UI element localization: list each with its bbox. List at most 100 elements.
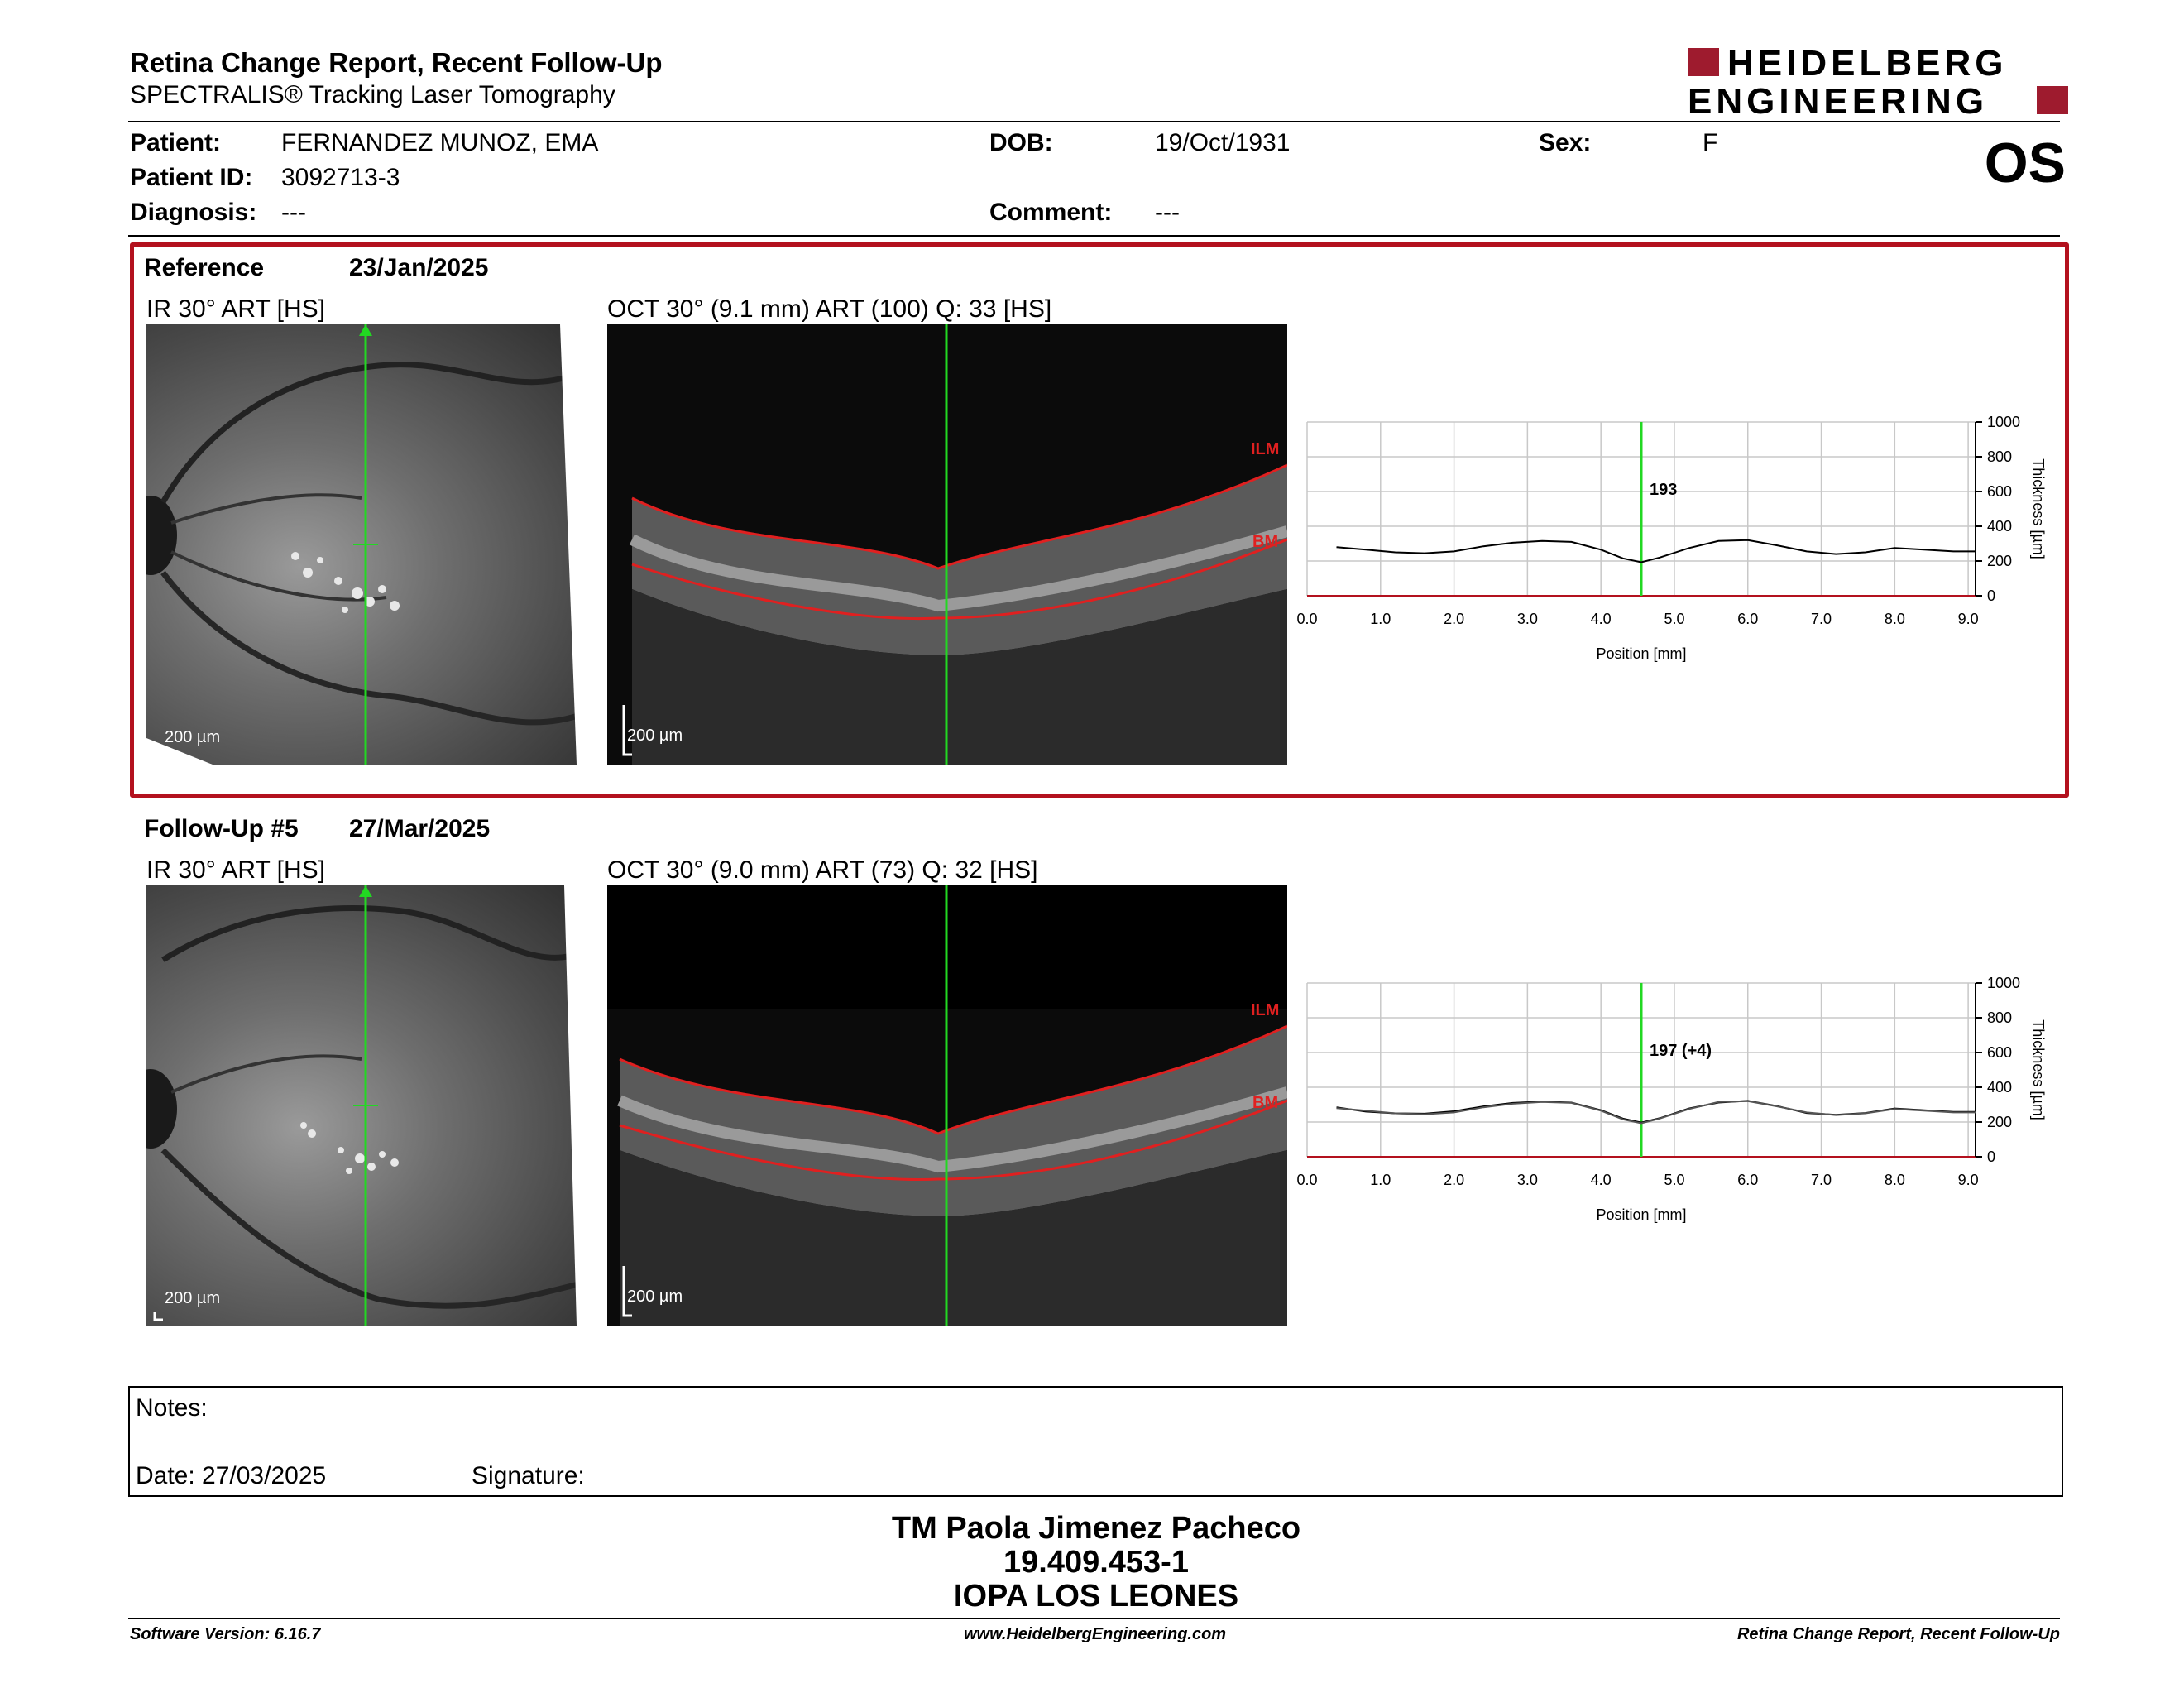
patient-id: 3092713-3 <box>281 164 400 191</box>
y-tick-label: 1000 <box>1987 414 2020 430</box>
x-axis-label: Position [mm] <box>1596 645 1686 662</box>
followup-ir-title: IR 30° ART [HS] <box>146 856 325 884</box>
x-tick-label: 8.0 <box>1885 1172 1905 1188</box>
vessel-branch <box>170 1054 362 1094</box>
x-tick-label: 0.0 <box>1296 1172 1317 1188</box>
thickness-profile-line <box>1336 539 1976 563</box>
bm-label: BM <box>1252 533 1279 551</box>
x-tick-label: 9.0 <box>1958 611 1979 627</box>
x-axis-label: Position [mm] <box>1596 1206 1686 1223</box>
signatory-org: IOPA LOS LEONES <box>953 1579 1239 1614</box>
y-tick-label: 800 <box>1987 448 2012 465</box>
x-tick-label: 4.0 <box>1591 611 1612 627</box>
logo-line1: HEIDELBERG <box>1727 43 2008 84</box>
notes-label: Notes: <box>136 1394 208 1422</box>
signature-label: Signature: <box>472 1462 585 1489</box>
y-tick-label: 200 <box>1987 1114 2012 1130</box>
footer-rule <box>128 1618 2060 1619</box>
rpe-band <box>617 1086 1287 1173</box>
x-tick-label: 7.0 <box>1811 1172 1832 1188</box>
optic-disc <box>146 496 177 575</box>
scale-bar-icon <box>622 1266 632 1317</box>
x-tick-label: 6.0 <box>1737 611 1758 627</box>
dob-label: DOB: <box>989 129 1053 156</box>
patient-id-label: Patient ID: <box>130 164 253 191</box>
y-axis-label: Thickness [µm] <box>2030 458 2047 559</box>
x-tick-label: 0.0 <box>1296 611 1317 627</box>
y-tick-label: 200 <box>1987 553 2012 569</box>
logo-square-bottom <box>2037 86 2068 114</box>
reference-fundus-vessels <box>146 324 585 765</box>
vessel-inferior <box>160 570 585 726</box>
ilm-label: ILM <box>1251 1001 1280 1019</box>
reference-oct-bscan <box>622 324 1287 765</box>
followup-oct-title: OCT 30° (9.0 mm) ART (73) Q: 32 [HS] <box>607 856 1038 884</box>
footer-report-name: Retina Change Report, Recent Follow-Up <box>1736 1625 2060 1643</box>
x-tick-label: 1.0 <box>1370 611 1391 627</box>
ilm-boundary <box>631 463 1287 570</box>
notes-box: Notes: Date: 27/03/2025 Signature: <box>128 1386 2063 1497</box>
retina-layers <box>620 1026 1287 1216</box>
followup-thickness-chart: 0.0 1.0 2.0 3.0 4.0 5.0 6.0 7.0 8.0 9.0 0 200 400 600… <box>1296 975 2047 1223</box>
x-tick-label: 6.0 <box>1737 1172 1758 1188</box>
report-title: Retina Change Report, Recent Follow-Up <box>130 47 663 78</box>
ilm-boundary <box>619 1024 1287 1135</box>
vessel-superior <box>160 362 578 504</box>
retina-layers <box>632 465 1287 655</box>
reference-ir-image: 200 µm <box>146 324 585 765</box>
reference-oct-title: OCT 30° (9.1 mm) ART (100) Q: 33 [HS] <box>607 295 1052 323</box>
bm-label: BM <box>1252 1094 1279 1112</box>
diagnosis-label: Diagnosis: <box>130 199 257 226</box>
diagnosis-value: --- <box>281 199 306 226</box>
info-rule <box>128 235 2060 237</box>
choroid <box>620 1150 1287 1326</box>
thickness-value-label: 197 (+4) <box>1650 1042 1712 1060</box>
footer-website[interactable]: www.HeidelbergEngineering.com <box>964 1625 1227 1643</box>
scale-bar-icon <box>622 705 632 756</box>
sex-label: Sex: <box>1539 129 1592 156</box>
report-subtitle: SPECTRALIS® Tracking Laser Tomography <box>130 81 615 108</box>
comment-value: --- <box>1155 199 1180 226</box>
followup-oct-scale: 200 µm <box>627 1288 683 1306</box>
y-tick-label: 0 <box>1987 1149 1995 1165</box>
bm-boundary <box>631 538 1287 620</box>
y-tick-label: 800 <box>1987 1009 2012 1026</box>
vessel-branch <box>170 550 387 602</box>
header-rule <box>128 121 2060 122</box>
ilm-label: ILM <box>1251 440 1280 458</box>
scan-arrow-icon <box>359 885 372 897</box>
image-corner <box>560 324 585 765</box>
vessel-superior <box>161 905 585 962</box>
y-tick-label: 400 <box>1987 518 2012 535</box>
signatory-name: TM Paola Jimenez Pacheco <box>891 1511 1301 1546</box>
patient-name-label: Patient: <box>130 129 222 156</box>
scale-bar-icon <box>153 750 163 760</box>
thickness-value-label: 193 <box>1650 481 1677 499</box>
reference-date: 23/Jan/2025 <box>349 254 489 281</box>
x-tick-label: 5.0 <box>1664 1172 1684 1188</box>
heidelberg-logo: HEIDELBERG ENGINEERING <box>1688 46 2068 120</box>
y-tick-label: 0 <box>1987 587 1995 604</box>
drusen-cluster <box>291 552 400 613</box>
scan-arrow-icon <box>359 324 372 336</box>
x-tick-label: 5.0 <box>1664 611 1684 627</box>
dob-value: 19/Oct/1931 <box>1155 129 1291 156</box>
footer-software: Software Version: 6.16.7 <box>130 1625 321 1643</box>
eye-label: OS <box>1984 132 2066 194</box>
followup-label: Follow-Up #5 <box>144 815 299 842</box>
followup-oct-bscan <box>607 885 1287 1326</box>
y-tick-label: 1000 <box>1987 975 2020 991</box>
x-tick-label: 8.0 <box>1885 611 1905 627</box>
patient-name: FERNANDEZ MUNOZ, EMA <box>281 129 599 156</box>
logo-line2: ENGINEERING <box>1688 81 1989 122</box>
image-corner <box>564 885 585 1326</box>
followup-ir-image: 200 µm <box>146 885 585 1326</box>
x-tick-label: 1.0 <box>1370 1172 1391 1188</box>
sex-value: F <box>1703 129 1718 156</box>
reference-thickness-chart: 0.0 1.0 2.0 3.0 4.0 5.0 6.0 7.0 8.0 9.0 0 200 400 600… <box>1296 414 2047 662</box>
bm-boundary <box>619 1099 1287 1181</box>
y-tick-label: 600 <box>1987 1044 2012 1061</box>
x-tick-label: 7.0 <box>1811 611 1832 627</box>
reference-label: Reference <box>144 254 265 281</box>
thickness-profile-line <box>1336 1100 1976 1125</box>
